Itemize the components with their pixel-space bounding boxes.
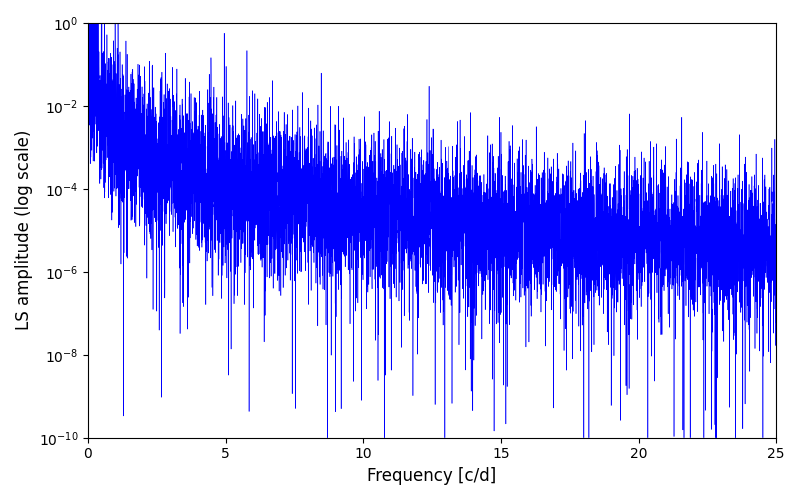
X-axis label: Frequency [c/d]: Frequency [c/d] bbox=[367, 467, 497, 485]
Y-axis label: LS amplitude (log scale): LS amplitude (log scale) bbox=[15, 130, 33, 330]
